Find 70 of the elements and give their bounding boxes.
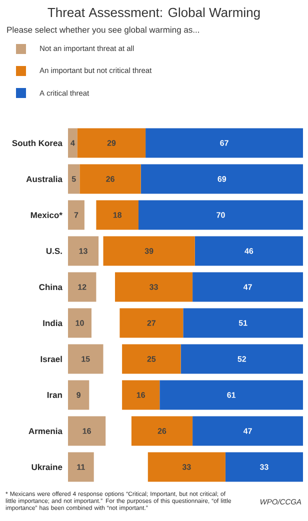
data-label: 15: [82, 356, 90, 362]
text: Threat Assessment: Global Warming: [48, 8, 260, 20]
data-label: 18: [113, 212, 122, 218]
y-tick-label: Ukraine: [32, 464, 62, 470]
data-label: 47: [243, 428, 252, 434]
data-label: 4: [70, 140, 75, 146]
bar: [68, 128, 78, 158]
data-label: 12: [78, 284, 86, 290]
data-label: 7: [74, 212, 78, 218]
bar: [225, 452, 303, 482]
bar: [138, 200, 303, 230]
y-tick-label: Armenia: [28, 428, 63, 434]
bar: [183, 308, 303, 338]
data-label: 33: [182, 464, 191, 470]
y-tick-label: U.S.: [46, 248, 62, 254]
bar: [68, 164, 80, 194]
data-label: 70: [216, 212, 225, 218]
data-label: 26: [158, 428, 166, 434]
data-label: 47: [243, 284, 252, 290]
bar: [120, 308, 184, 338]
data-label: 13: [79, 248, 88, 254]
bar: [68, 200, 84, 230]
y-tick-label: Mexico*: [30, 212, 62, 218]
bar: [103, 236, 195, 266]
data-label: 11: [77, 464, 85, 470]
bar: [68, 416, 106, 446]
data-label: 10: [76, 320, 84, 326]
data-label: 16: [136, 392, 146, 398]
chart-subtitle: Please select whether you see global warming as...: [7, 26, 199, 34]
bar: [96, 200, 138, 230]
y-tick-label: China: [39, 284, 63, 290]
data-label: 25: [147, 356, 156, 362]
data-label: 52: [238, 356, 246, 362]
bar: [180, 344, 303, 374]
data-label: 27: [147, 320, 156, 326]
data-label: 16: [82, 428, 91, 434]
data-label: 26: [106, 176, 114, 182]
y-tick-label: India: [43, 320, 63, 326]
y-tick-label: South Korea: [12, 140, 63, 146]
bar: [160, 380, 303, 410]
data-label: 39: [144, 248, 154, 254]
bar: [194, 236, 303, 266]
data-label: 5: [72, 176, 76, 182]
bar: [68, 380, 90, 410]
y-tick-label: Australia: [26, 176, 63, 182]
bar: [68, 236, 99, 266]
bar: [68, 344, 104, 374]
data-label: 61: [227, 392, 236, 398]
data-label: 51: [238, 320, 248, 326]
bar: [115, 272, 193, 302]
y-tick-label: Israel: [40, 356, 62, 362]
data-label: 33: [260, 464, 268, 470]
bar: [192, 416, 303, 446]
bar: [122, 344, 181, 374]
data-label: 67: [220, 140, 228, 146]
data-label: 29: [107, 140, 116, 146]
bar: [68, 272, 96, 302]
bar: [68, 308, 92, 338]
data-label: 9: [76, 392, 81, 398]
bar: [140, 164, 303, 194]
bar: [148, 452, 226, 482]
bar: [131, 416, 193, 446]
data-label: 46: [244, 248, 254, 254]
y-tick-label: Iran: [47, 392, 62, 398]
data-label: 69: [218, 176, 226, 182]
data-label: 33: [150, 284, 158, 290]
bar: [146, 128, 303, 158]
bar: [68, 452, 94, 482]
bar: [192, 272, 303, 302]
bar: [122, 380, 160, 410]
